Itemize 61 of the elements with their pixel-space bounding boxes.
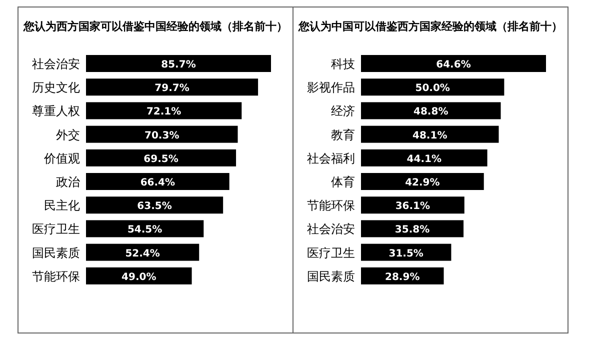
y-tick-label: 社会治安 — [32, 57, 80, 71]
bar — [361, 78, 504, 96]
bar — [361, 220, 464, 238]
y-tick-label: 历史文化 — [32, 80, 80, 95]
data-label: 49.0% — [122, 272, 156, 283]
bar — [86, 267, 192, 284]
bar — [86, 78, 258, 96]
data-label: 72.1% — [146, 106, 182, 118]
bar — [86, 102, 242, 120]
y-tick-label: 经济 — [331, 104, 355, 118]
y-tick-label: 医疗卫生 — [307, 246, 355, 260]
data-label: 48.8% — [414, 106, 448, 118]
data-label: 52.4% — [125, 248, 160, 260]
data-label: 31.5% — [388, 248, 424, 260]
data-label: 28.9% — [385, 272, 420, 283]
data-label: 69.5% — [144, 154, 178, 165]
y-tick-label: 教育 — [331, 128, 355, 142]
bar — [361, 55, 546, 72]
bar — [86, 149, 236, 166]
data-label: 85.7% — [161, 60, 196, 70]
bar — [86, 220, 204, 238]
data-label: 48.1% — [412, 130, 448, 142]
bar — [361, 244, 452, 261]
y-tick-label: 科技 — [331, 57, 355, 71]
bar — [361, 126, 499, 143]
y-tick-label: 社会治安 — [307, 222, 355, 236]
data-label: 35.8% — [394, 224, 430, 236]
data-label: 66.4% — [140, 178, 176, 188]
data-label: 63.5% — [137, 201, 172, 212]
y-tick-label: 国民素质 — [32, 246, 80, 260]
data-label: 54.5% — [127, 224, 162, 236]
y-tick-label: 节能环保 — [32, 269, 80, 284]
bar — [361, 196, 464, 214]
data-label: 70.3% — [144, 130, 180, 142]
chart-title: 您认为中国可以借鉴西方国家经验的领域（排名前十） — [298, 20, 562, 33]
data-label: 79.7% — [154, 83, 190, 94]
y-tick-label: 社会福利 — [307, 151, 355, 166]
bar — [361, 149, 488, 166]
y-tick-label: 民主化 — [44, 198, 80, 213]
bar — [86, 196, 224, 214]
bar — [86, 173, 230, 190]
bar — [86, 126, 238, 143]
y-tick-label: 体育 — [331, 175, 355, 189]
y-tick-label: 尊重人权 — [32, 104, 80, 118]
data-label: 50.0% — [415, 83, 450, 94]
y-tick-label: 医疗卫生 — [32, 222, 80, 236]
chart-title: 您认为西方国家可以借鉴中国经验的领域（排名前十） — [22, 20, 288, 33]
y-tick-label: 外交 — [56, 128, 80, 142]
data-label: 36.1% — [395, 201, 430, 212]
y-tick-label: 影视作品 — [307, 80, 355, 95]
bar — [361, 102, 501, 120]
bar — [361, 173, 484, 190]
y-tick-label: 国民素质 — [307, 269, 355, 284]
y-tick-label: 节能环保 — [307, 198, 355, 213]
y-tick-label: 政治 — [56, 175, 80, 189]
bar — [86, 55, 271, 72]
data-label: 42.9% — [405, 178, 440, 188]
y-tick-label: 价值观 — [43, 151, 80, 166]
data-label: 44.1% — [406, 154, 442, 165]
data-label: 64.6% — [436, 60, 471, 70]
bar — [86, 244, 200, 261]
